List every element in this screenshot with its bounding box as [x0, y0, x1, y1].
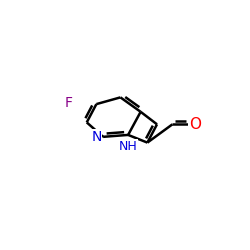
Text: N: N	[91, 130, 102, 144]
Text: O: O	[189, 117, 201, 132]
Text: NH: NH	[119, 140, 138, 153]
Text: F: F	[64, 96, 72, 110]
